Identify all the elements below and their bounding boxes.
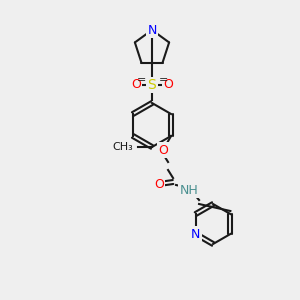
Text: O: O <box>163 79 173 92</box>
Text: S: S <box>148 78 156 92</box>
Text: CH₃: CH₃ <box>112 142 133 152</box>
Text: N: N <box>147 23 157 37</box>
Text: NH: NH <box>180 184 198 196</box>
Text: N: N <box>191 227 200 241</box>
Text: =: = <box>158 75 168 85</box>
Text: O: O <box>158 143 168 157</box>
Text: O: O <box>131 79 141 92</box>
Text: O: O <box>154 178 164 190</box>
Text: =: = <box>136 75 146 85</box>
